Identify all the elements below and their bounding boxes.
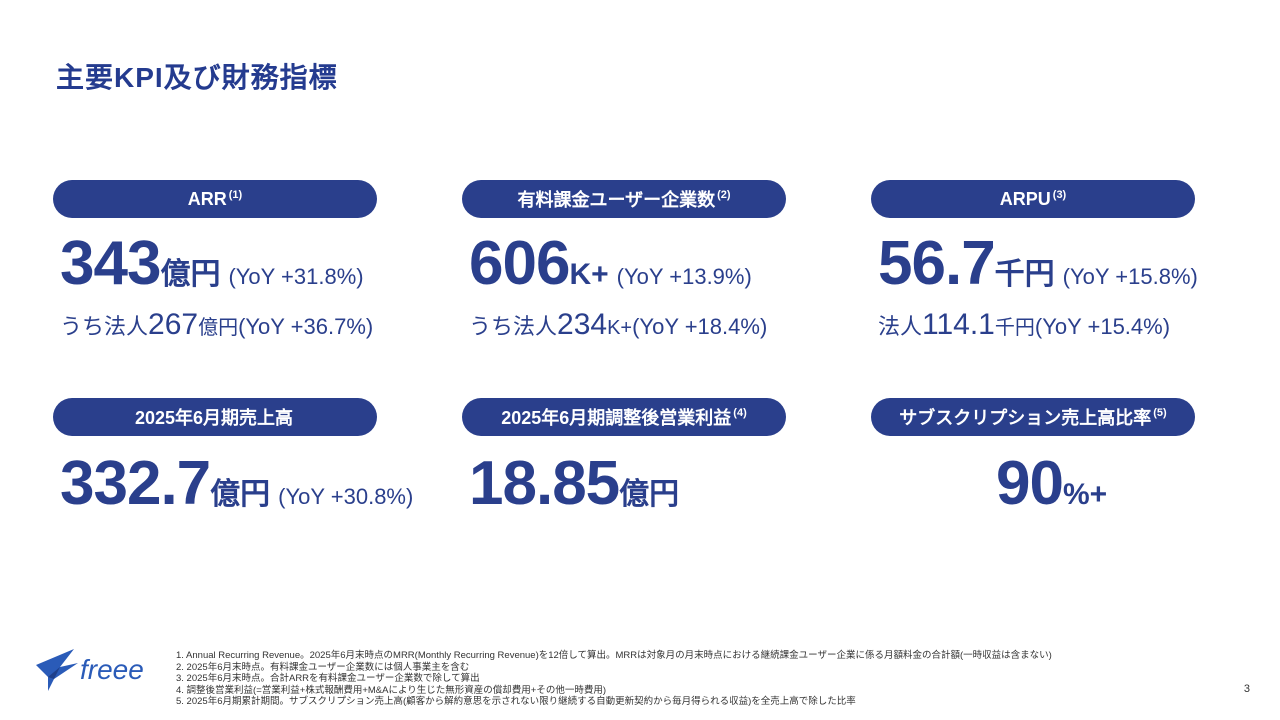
freee-logo: freee: [34, 645, 164, 695]
kpi-value-adjusted-operating-income: 18.85億円: [469, 449, 680, 518]
kpi-value-arr: 343億円 (YoY +31.8%): [60, 229, 364, 298]
kpi-sub-paying-users: うち法人234K+(YoY +18.4%): [469, 308, 768, 341]
kpi-sub-arr: うち法人267億円(YoY +36.7%): [60, 308, 374, 341]
footnote-3: 3. 2025年6月末時点。合計ARRを有料課金ユーザー企業数で除して算出: [176, 673, 480, 684]
footnote-1: 1. Annual Recurring Revenue。2025年6月末時点のM…: [176, 650, 1052, 661]
kpi-value-revenue: 332.7億円 (YoY +30.8%): [60, 449, 414, 518]
kpi-label-arpu: ARPU (3): [871, 180, 1195, 218]
kpi-sub-arpu: 法人114.1千円(YoY +15.4%): [878, 308, 1171, 341]
kpi-label-adjusted-operating-income: 2025年6月期調整後営業利益 (4): [462, 398, 786, 436]
kpi-label-arr: ARR (1): [53, 180, 377, 218]
page-title: 主要KPI及び財務指標: [56, 62, 338, 93]
footnotes: 1. Annual Recurring Revenue。2025年6月末時点のM…: [176, 650, 1052, 708]
kpi-label-revenue: 2025年6月期売上高: [53, 398, 377, 436]
footnote-2: 2. 2025年6月末時点。有料課金ユーザー企業数には個人事業主を含む: [176, 661, 470, 673]
kpi-value-subscription-ratio: 90%+: [996, 449, 1108, 518]
kpi-value-paying-users: 606K+ (YoY +13.9%): [469, 229, 752, 298]
bird-logo-icon: freee: [36, 649, 144, 691]
footnote-5: 5. 2025年6月期累計期間。サブスクリプション売上高(顧客から解約意思を示さ…: [176, 696, 856, 707]
page-number: 3: [1243, 683, 1250, 695]
footnote-4: 4. 調整後営業利益(=営業利益+株式報酬費用+M&Aにより生じた無形資産の償却…: [176, 684, 606, 696]
kpi-value-arpu: 56.7千円 (YoY +15.8%): [878, 229, 1198, 298]
kpi-label-paying-users: 有料課金ユーザー企業数 (2): [462, 180, 786, 218]
svg-text:freee: freee: [80, 654, 144, 685]
kpi-label-subscription-ratio: サブスクリプション売上高比率 (5): [871, 398, 1195, 436]
